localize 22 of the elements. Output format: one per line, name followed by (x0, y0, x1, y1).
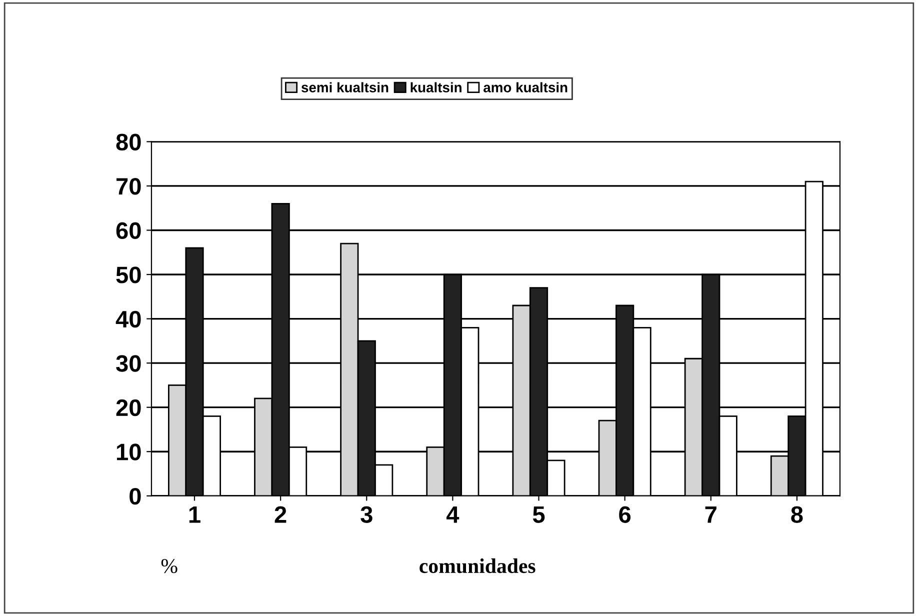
y-tick-label: 50 (116, 266, 141, 284)
x-tick-label: 3 (360, 506, 372, 523)
y-tick-label: 0 (130, 488, 141, 505)
y-tick-label: 10 (116, 444, 141, 460)
y-tick-label: 20 (116, 399, 141, 416)
x-tick-label: 4 (446, 506, 460, 523)
y-tick-label: 60 (116, 222, 141, 240)
x-tick-label: 2 (274, 506, 286, 523)
legend-label: semi kualtsin (301, 82, 388, 92)
x-tick-label: 7 (705, 506, 716, 523)
legend-label: kualtsin (410, 82, 462, 92)
x-tick-label: 5 (532, 506, 545, 523)
x-tick-label: 1 (189, 506, 200, 523)
y-tick-label: 70 (116, 178, 141, 195)
y-tick-label: 30 (116, 355, 141, 372)
x-tick-label: 8 (791, 506, 803, 523)
text: % (161, 559, 178, 574)
x-axis-title: comunidades (420, 558, 536, 574)
x-tick-label: 6 (619, 506, 631, 523)
y-tick-label: 40 (116, 310, 141, 328)
y-tick-label: 80 (116, 134, 141, 150)
legend-label: amo kualtsin (484, 82, 568, 92)
